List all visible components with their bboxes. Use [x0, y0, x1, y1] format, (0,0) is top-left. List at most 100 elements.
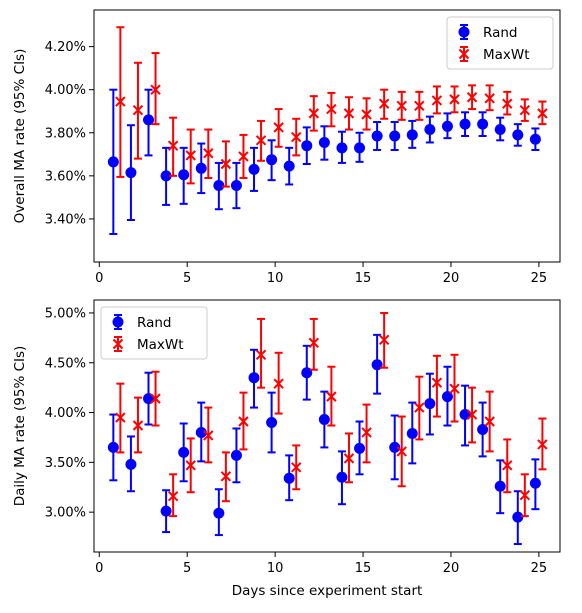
data-point: [354, 142, 366, 154]
data-point: [150, 84, 161, 95]
legend-box: [446, 16, 554, 70]
data-point: [115, 412, 126, 423]
data-point: [248, 163, 260, 175]
data-point: [178, 446, 190, 458]
data-point: [336, 471, 348, 483]
data-point: [537, 439, 548, 450]
data-point: [466, 409, 478, 420]
legend-label: Rand: [483, 25, 517, 41]
data-point: [318, 136, 330, 148]
x-tick-label: 25: [531, 271, 548, 286]
data-point: [125, 458, 137, 470]
x-tick-label: 10: [267, 561, 284, 576]
data-point: [203, 430, 214, 441]
data-point: [494, 480, 506, 492]
data-point: [273, 378, 284, 389]
data-point: [406, 129, 418, 141]
data-point: [318, 414, 330, 426]
data-point: [459, 409, 471, 421]
data-point: [291, 462, 302, 473]
legend-label: Rand: [137, 315, 171, 331]
data-point: [185, 150, 196, 161]
data-point: [406, 427, 418, 439]
y-axis-label: Overall MA rate (95% CIs): [12, 49, 28, 224]
data-point: [220, 471, 232, 482]
data-point: [150, 393, 161, 404]
data-point: [301, 140, 313, 152]
data-point: [389, 130, 401, 142]
data-point: [361, 427, 372, 438]
data-point: [238, 416, 249, 427]
x-tick-label: 0: [95, 271, 103, 286]
data-point: [424, 398, 436, 410]
data-point: [502, 460, 513, 471]
data-point: [132, 104, 144, 116]
data-point: [336, 142, 348, 154]
data-point: [213, 180, 225, 192]
data-point: [132, 420, 144, 431]
data-point: [195, 426, 207, 438]
data-point: [283, 472, 295, 484]
y-tick-label: 3.60%: [45, 169, 86, 184]
data-point: [283, 160, 295, 172]
data-point: [371, 130, 383, 142]
data-point: [115, 96, 126, 107]
data-point: [107, 441, 119, 453]
data-point: [431, 377, 443, 388]
legend-label: MaxWt: [483, 47, 530, 63]
data-point: [125, 167, 137, 179]
data-point: [273, 122, 284, 133]
data-point: [378, 334, 390, 346]
data-point: [343, 108, 355, 119]
y-tick-label: 4.20%: [45, 40, 86, 55]
x-tick-label: 15: [355, 271, 372, 286]
x-tick-label: 5: [183, 561, 191, 576]
data-point: [371, 359, 383, 371]
data-point: [466, 92, 478, 103]
chart-daily-ma-rate: 0 5 10 15 20 25 3.00% 3.50% 4.00% 4.50% 5.00% Daily…: [12, 299, 561, 599]
x-axis-label: Days since experiment start: [232, 583, 423, 599]
plot-frame: [93, 9, 561, 263]
data-point: [494, 124, 506, 136]
data-point: [529, 477, 541, 489]
data-point: [143, 393, 155, 405]
data-point: [414, 402, 425, 413]
data-point: [343, 453, 355, 464]
series-maxwt: [115, 26, 548, 188]
data-point: [308, 108, 320, 119]
plot-frame: [93, 299, 561, 553]
y-tick-label: 3.00%: [45, 506, 86, 521]
y-tick-label: 4.00%: [45, 406, 86, 421]
legend-item-maxwt: MaxWt: [458, 46, 530, 63]
data-point: [414, 100, 425, 112]
x-tick-label: 5: [183, 271, 191, 286]
data-point: [484, 93, 495, 104]
data-point: [459, 118, 471, 130]
chart-overall-ma-rate: 0 5 10 15 20 25 3.40% 3.60% 3.80% 4.00% 4.20% Overa…: [12, 9, 561, 286]
data-point: [160, 505, 172, 517]
data-point: [326, 391, 337, 402]
series-rand: [107, 333, 541, 546]
data-point: [255, 349, 267, 360]
legend-box: [100, 306, 208, 360]
data-point: [291, 131, 302, 143]
data-point: [326, 103, 337, 115]
data-point: [213, 507, 225, 519]
data-point: [477, 118, 489, 130]
data-point: [537, 108, 548, 119]
x-tick-label: 15: [355, 561, 372, 576]
y-tick-label: 4.50%: [45, 356, 86, 371]
y-tick-label: 3.80%: [45, 126, 86, 141]
data-point: [449, 383, 460, 394]
y-tick-label: 3.50%: [45, 456, 86, 471]
data-point: [220, 158, 232, 170]
data-point: [308, 337, 320, 349]
data-point: [424, 124, 436, 136]
data-point: [484, 416, 495, 427]
x-tick-label: 20: [443, 271, 460, 286]
data-point: [431, 95, 443, 106]
data-point: [143, 114, 155, 126]
legend-item-maxwt: MaxWt: [112, 336, 184, 353]
data-point: [361, 109, 372, 120]
legend: Rand MaxWt: [100, 306, 208, 360]
